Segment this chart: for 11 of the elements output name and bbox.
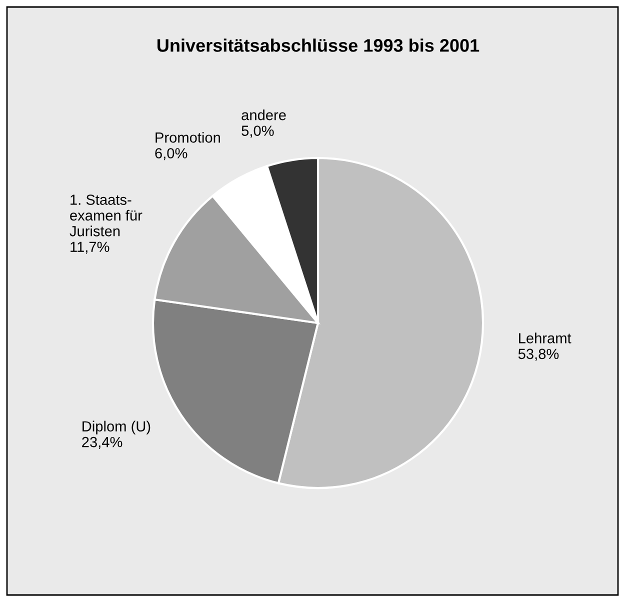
- slice-label: Diplom (U): [82, 420, 150, 434]
- data-label: 6,0%: [155, 148, 188, 160]
- data-label: 5,0%: [242, 126, 274, 138]
- slice-label: Lehramt: [519, 332, 572, 344]
- slice-label: 1. Staats- examen für Juristen: [70, 194, 142, 236]
- data-label: 11,7%: [70, 242, 110, 254]
- slice-label: Promotion: [156, 132, 220, 143]
- chart-title: Universitätsabschlüsse 1993 bis 2001: [158, 38, 480, 52]
- data-label: 53,8%: [518, 348, 559, 361]
- slice-label: andere: [242, 110, 286, 120]
- data-label: 23,4%: [82, 436, 122, 449]
